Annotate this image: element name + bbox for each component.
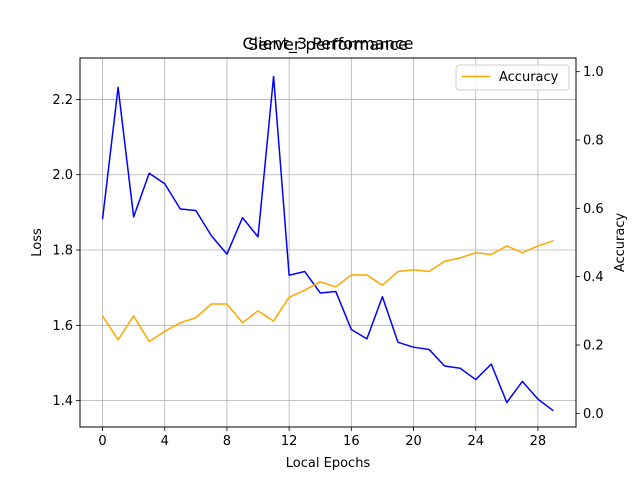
y-axis-label-left: Loss: [30, 228, 45, 257]
accuracy-line: [101, 240, 554, 343]
x-axis-label: Local Epochs: [286, 456, 371, 471]
legend: Accuracy: [455, 64, 570, 91]
x-tick-label: 4: [161, 434, 169, 449]
x-tick-label: 24: [467, 434, 484, 449]
legend-box: [455, 64, 570, 91]
y-tick-label-left: 2.2: [52, 93, 73, 108]
legend-label-accuracy: Accuracy: [499, 70, 559, 85]
y-tick-label-left: 1.6: [52, 319, 73, 334]
series-lines: [101, 75, 554, 412]
y-axis-label-right: Accuracy: [613, 213, 628, 273]
y-tick-label-right: 0.0: [583, 407, 604, 422]
x-tick-label: 20: [405, 434, 422, 449]
y-tick-label-left: 1.4: [52, 394, 73, 409]
y-tick-label-left: 2.0: [52, 168, 73, 183]
x-tick-label: 12: [281, 434, 298, 449]
axis-ticks: 0 4 8 12 16 20 24 28 1.4 1.6 1.8 2.0 2.2 0.0 0.2 0.4 0.6…: [52, 65, 603, 449]
loss-line: [101, 75, 554, 412]
plot-frame: [79, 57, 577, 428]
y-tick-label-right: 0.8: [583, 134, 604, 149]
x-tick-label: 0: [98, 434, 106, 449]
y-tick-label-right: 1.0: [583, 65, 604, 80]
grid: [80, 58, 576, 427]
x-tick-label: 8: [223, 434, 231, 449]
x-tick-label: 28: [530, 434, 547, 449]
chart-title: Client_3 Performance: [243, 34, 414, 54]
chart-title-overlay: Server performance: [248, 35, 408, 54]
y-tick-label-right: 0.4: [583, 270, 604, 285]
y-tick-label-right: 0.2: [583, 339, 604, 354]
y-tick-label-left: 1.8: [52, 244, 73, 259]
y-tick-label-right: 0.6: [583, 202, 604, 217]
x-tick-label: 16: [343, 434, 360, 449]
